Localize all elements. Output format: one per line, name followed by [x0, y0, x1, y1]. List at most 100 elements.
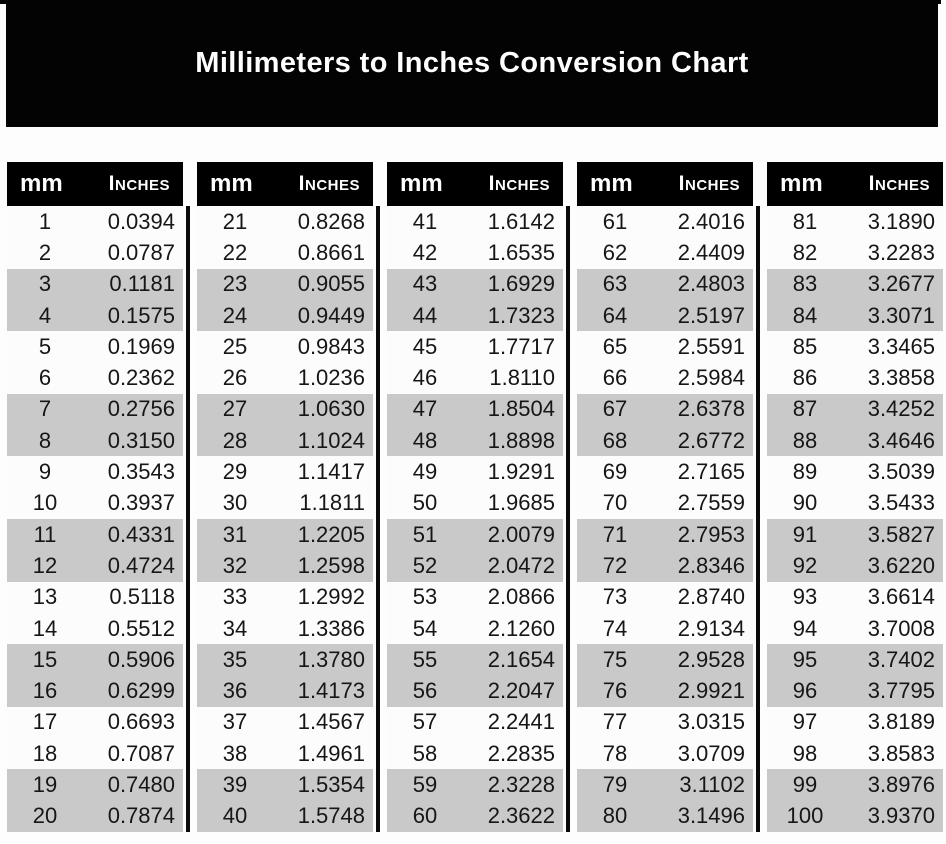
table-row: 87 3.4252 [767, 393, 943, 426]
inches-value-cell: 1.4567 [297, 709, 365, 735]
table-row: 66 2.5984 [577, 362, 753, 394]
inches-value-cell: 0.4724 [107, 552, 175, 578]
mm-value-cell: 20 [32, 803, 58, 829]
inches-column-header: Inches [868, 172, 930, 195]
inches-value-cell: 0.7874 [107, 803, 175, 829]
column-divider [186, 206, 190, 832]
mm-value-cell: 58 [412, 740, 438, 766]
table-row: 45 1.7717 [387, 331, 563, 363]
table-row: 71 2.7953 [577, 518, 753, 551]
mm-value-cell: 14 [32, 615, 58, 641]
mm-value-cell: 98 [792, 740, 818, 766]
table-row: 68 2.6772 [577, 425, 753, 457]
table-row: 27 1.0630 [197, 393, 373, 426]
table-row: 7 0.2756 [7, 393, 183, 426]
inches-value-cell: 2.1654 [487, 646, 555, 672]
inches-value-cell: 0.6299 [107, 678, 175, 704]
table-row: 2 0.0787 [7, 237, 183, 269]
mm-value-cell: 90 [792, 490, 818, 516]
table-row: 19 0.7480 [7, 769, 183, 801]
table-row: 83 3.2677 [767, 268, 943, 300]
inches-value-cell: 1.2598 [297, 552, 365, 578]
inches-value-cell: 0.0787 [107, 239, 175, 265]
mm-value-cell: 61 [602, 208, 628, 234]
inches-value-cell: 2.9134 [677, 615, 745, 641]
inches-value-cell: 1.8898 [487, 427, 555, 453]
mm-value-cell: 30 [222, 490, 248, 516]
column-divider [756, 206, 760, 832]
mm-value-cell: 83 [792, 271, 818, 297]
inches-value-cell: 3.7795 [867, 678, 935, 704]
conversion-table-block: mm Inches 1 0.0394 2 0.0787 3 0.1181 4 0.1575 5 0.1… [7, 162, 183, 832]
inches-value-cell: 3.6220 [867, 552, 935, 578]
table-row: 3 0.1181 [7, 268, 183, 300]
table-row: 74 2.9134 [577, 612, 753, 645]
mm-value-cell: 1 [38, 208, 52, 234]
mm-column-header: mm [400, 170, 443, 197]
table-header-row: mm Inches [387, 162, 563, 206]
mm-value-cell: 99 [792, 771, 818, 797]
inches-value-cell: 2.3228 [487, 771, 555, 797]
mm-value-cell: 24 [222, 302, 248, 328]
mm-value-cell: 32 [222, 552, 248, 578]
table-row: 15 0.5906 [7, 644, 183, 676]
inches-value-cell: 3.8189 [867, 709, 935, 735]
mm-value-cell: 4 [38, 302, 52, 328]
mm-value-cell: 17 [32, 709, 58, 735]
conversion-table-block: mm Inches 81 3.1890 82 3.2283 83 3.2677 84 3.3071… [767, 162, 943, 832]
mm-value-cell: 31 [222, 521, 248, 547]
inches-value-cell: 0.6693 [107, 709, 175, 735]
table-row: 59 2.3228 [387, 769, 563, 801]
mm-value-cell: 10 [32, 490, 58, 516]
inches-value-cell: 2.3622 [487, 803, 555, 829]
table-row: 34 1.3386 [197, 612, 373, 645]
table-row: 10 0.3937 [7, 487, 183, 519]
inches-value-cell: 2.9921 [677, 678, 745, 704]
inches-value-cell: 0.8661 [297, 239, 365, 265]
table-row: 42 1.6535 [387, 237, 563, 269]
mm-value-cell: 55 [412, 646, 438, 672]
table-header-row: mm Inches [767, 162, 943, 206]
table-row: 82 3.2283 [767, 237, 943, 269]
inches-value-cell: 0.2756 [107, 396, 175, 422]
table-row: 63 2.4803 [577, 268, 753, 300]
mm-value-cell: 56 [412, 678, 438, 704]
inches-value-cell: 1.9291 [487, 459, 555, 485]
inches-value-cell: 0.3150 [107, 427, 175, 453]
table-row: 17 0.6693 [7, 706, 183, 739]
mm-value-cell: 80 [602, 803, 628, 829]
inches-value-cell: 3.1496 [677, 803, 745, 829]
table-row: 72 2.8346 [577, 550, 753, 582]
inches-value-cell: 3.9370 [867, 803, 935, 829]
inches-value-cell: 1.6929 [487, 271, 555, 297]
table-row: 49 1.9291 [387, 456, 563, 488]
mm-value-cell: 93 [792, 584, 818, 610]
mm-value-cell: 84 [792, 302, 818, 328]
mm-column-header: mm [780, 170, 823, 197]
mm-value-cell: 45 [412, 333, 438, 359]
mm-value-cell: 26 [222, 365, 248, 391]
inches-value-cell: 3.3858 [867, 365, 935, 391]
table-row: 86 3.3858 [767, 362, 943, 394]
table-row: 54 2.1260 [387, 612, 563, 645]
table-row: 56 2.2047 [387, 675, 563, 707]
inches-value-cell: 0.5118 [109, 584, 175, 610]
table-header-row: mm Inches [7, 162, 183, 206]
mm-value-cell: 86 [792, 365, 818, 391]
table-row: 85 3.3465 [767, 331, 943, 363]
table-row: 40 1.5748 [197, 800, 373, 832]
table-row: 43 1.6929 [387, 268, 563, 300]
table-row: 77 3.0315 [577, 706, 753, 739]
inches-value-cell: 3.4646 [867, 427, 935, 453]
mm-value-cell: 81 [792, 208, 818, 234]
inches-value-cell: 2.8740 [677, 584, 745, 610]
mm-value-cell: 67 [602, 396, 628, 422]
page-title: Millimeters to Inches Conversion Chart [195, 47, 749, 79]
mm-value-cell: 41 [412, 208, 438, 234]
inches-value-cell: 1.3780 [297, 646, 365, 672]
mm-value-cell: 28 [222, 427, 248, 453]
table-row: 53 2.0866 [387, 581, 563, 613]
table-row: 5 0.1969 [7, 331, 183, 363]
mm-value-cell: 65 [602, 333, 628, 359]
mm-value-cell: 33 [222, 584, 248, 610]
